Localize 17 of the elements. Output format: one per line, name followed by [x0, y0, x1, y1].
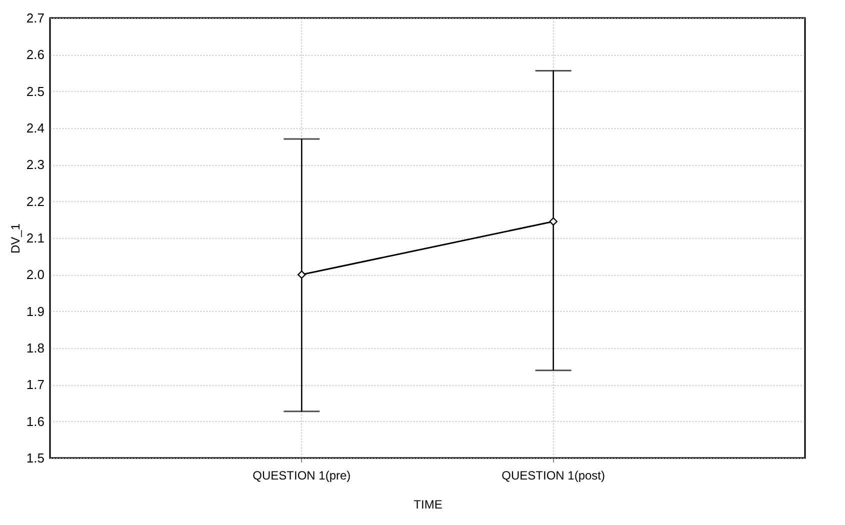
y-tick-label: 1.7	[26, 377, 44, 392]
y-tick-label: 2.2	[26, 194, 44, 209]
x-tick-label: QUESTION 1(post)	[502, 468, 606, 482]
y-tick-label: 1.6	[26, 414, 44, 429]
y-tick-label: 2.0	[26, 267, 44, 282]
y-tick-label: 2.5	[26, 84, 44, 99]
x-tick-label: QUESTION 1(pre)	[252, 468, 351, 482]
y-tick-label: 2.3	[26, 157, 44, 172]
y-tick-label: 2.1	[26, 230, 44, 246]
y-tick-label: 2.7	[26, 10, 44, 26]
y-tick-label: 2.6	[26, 47, 44, 62]
y-tick-label: 1.9	[26, 304, 44, 319]
y-tick-label: 2.4	[26, 120, 44, 136]
y-tick-label: 1.5	[26, 450, 44, 466]
y-axis-title: DV_1	[8, 223, 22, 254]
y-tick-label: 1.8	[26, 340, 44, 356]
x-axis-title: TIME	[414, 498, 442, 512]
